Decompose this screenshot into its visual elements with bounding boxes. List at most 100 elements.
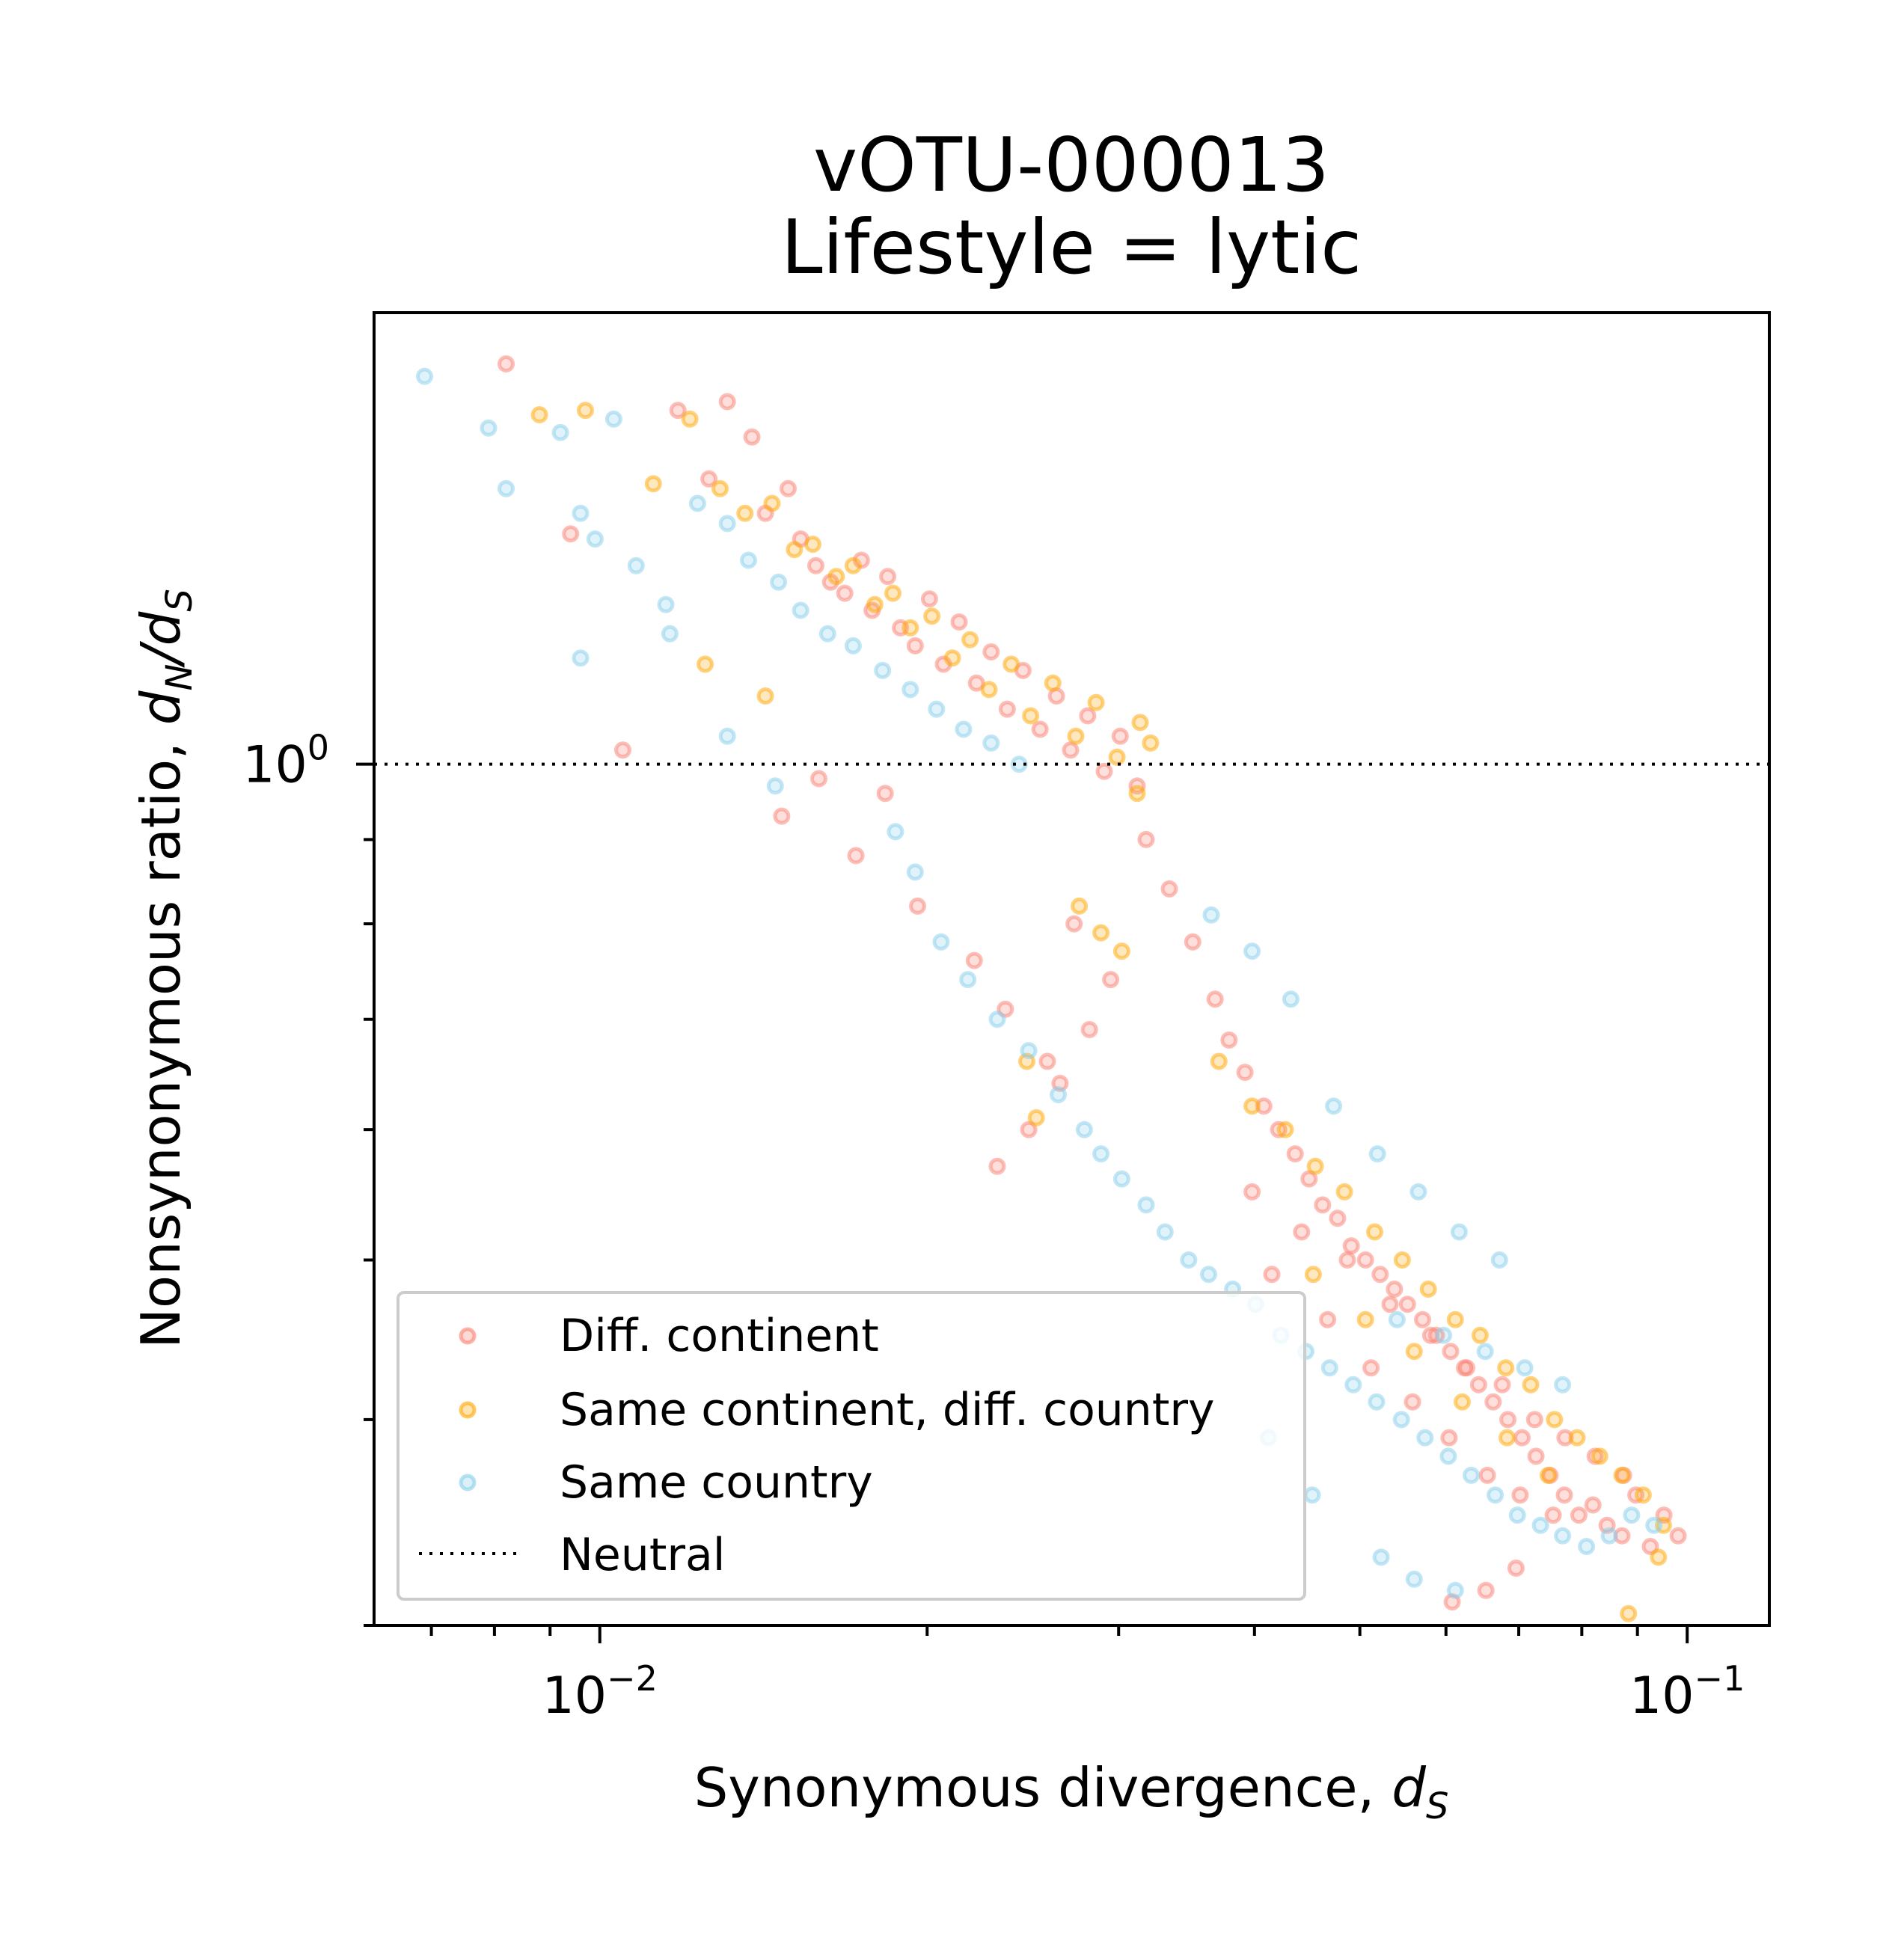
scatter-point	[1020, 1120, 1038, 1138]
scatter-point	[773, 807, 791, 825]
scatter-point	[763, 494, 781, 512]
scatter-point	[1578, 1538, 1596, 1555]
scatter-point	[965, 951, 983, 969]
scatter-point	[1645, 1516, 1663, 1534]
scatter-point	[1031, 720, 1049, 738]
scatter-point	[807, 557, 824, 574]
scatter-point	[844, 637, 862, 654]
legend-label-same-country: Same country	[560, 1456, 873, 1509]
scatter-point	[1335, 1183, 1353, 1201]
scatter-point	[1038, 1052, 1056, 1070]
scatter-point	[1095, 762, 1113, 780]
x-tick-label-1e-2: 10−2	[542, 1658, 658, 1726]
scatter-point	[1440, 1429, 1458, 1447]
scatter-point	[1439, 1447, 1457, 1465]
scatter-point	[887, 823, 904, 841]
scatter-point	[902, 681, 919, 699]
scatter-point	[1476, 1343, 1494, 1361]
scatter-point	[718, 515, 736, 533]
scatter-point	[1087, 693, 1105, 711]
scatter-point	[1454, 1393, 1471, 1411]
scatter-point	[711, 479, 729, 497]
legend-label-neutral: Neutral	[560, 1529, 725, 1581]
scatter-point	[982, 643, 1000, 660]
scatter-point	[1022, 707, 1040, 725]
chart-title-line2: Lifestyle = lytic	[781, 203, 1362, 291]
scatter-point	[961, 631, 979, 649]
scatter-point	[770, 573, 788, 591]
legend-label-diff-continent: Diff. continent	[560, 1310, 879, 1362]
scatter-point	[1263, 1266, 1281, 1284]
legend: Diff. continent Same continent, diff. co…	[397, 1291, 1306, 1601]
scatter-point	[1531, 1516, 1549, 1534]
plot-frame	[373, 311, 1771, 1627]
scatter-point	[959, 971, 977, 989]
scatter-point	[818, 625, 836, 643]
scatter-point	[1478, 1466, 1496, 1484]
scatter-point	[1516, 1359, 1534, 1377]
x-axis-label: Synonymous divergence, dS	[694, 1756, 1449, 1827]
scatter-point	[1236, 1064, 1254, 1082]
scatter-point	[1137, 830, 1155, 848]
scatter-point	[1092, 1145, 1110, 1163]
scatter-point	[1325, 1097, 1343, 1115]
scatter-point	[1366, 1223, 1383, 1241]
scatter-point	[1405, 1343, 1423, 1361]
scatter-point	[1442, 1343, 1460, 1361]
scatter-point	[1386, 1281, 1403, 1298]
scatter-point	[743, 428, 761, 446]
scatter-point	[1080, 1021, 1098, 1038]
scatter-point	[1650, 1548, 1668, 1566]
scatter-point	[932, 933, 950, 951]
scatter-point	[1131, 714, 1149, 732]
scatter-point	[1493, 1376, 1511, 1393]
scatter-point	[1206, 990, 1224, 1008]
scatter-point	[1112, 942, 1130, 960]
scatter-point	[1499, 1429, 1516, 1447]
scatter-point	[1497, 1359, 1515, 1377]
scatter-point	[1591, 1447, 1608, 1465]
scatter-point	[604, 410, 622, 428]
scatter-point	[572, 649, 590, 667]
scatter-point	[909, 897, 926, 915]
scatter-point	[950, 613, 968, 631]
scatter-point	[1416, 1429, 1434, 1447]
scatter-point	[1409, 1183, 1427, 1201]
scatter-point	[792, 601, 809, 619]
scatter-point	[1050, 1086, 1067, 1103]
scatter-point	[1554, 1527, 1572, 1545]
scatter-point	[1458, 1359, 1475, 1377]
scatter-point	[1071, 897, 1089, 915]
scatter-point	[1111, 727, 1129, 745]
scatter-point	[1554, 1376, 1572, 1393]
scatter-point	[1484, 1393, 1502, 1411]
scatter-point	[874, 661, 892, 679]
scatter-point	[1220, 1031, 1238, 1049]
scatter-point	[955, 720, 973, 738]
scatter-point	[1020, 1042, 1038, 1060]
scatter-point	[736, 504, 754, 522]
scatter-point	[480, 419, 498, 437]
scatter-point	[1446, 1581, 1464, 1599]
scatter-point	[1306, 1157, 1324, 1175]
scatter-point	[1160, 880, 1178, 898]
scatter-point	[1344, 1376, 1362, 1393]
scatter-point	[1555, 1486, 1573, 1504]
scatter-point	[688, 494, 706, 512]
scatter-point	[1490, 1251, 1508, 1269]
scatter-point	[1075, 1120, 1093, 1138]
legend-box	[397, 1291, 1306, 1601]
scatter-point	[697, 655, 714, 673]
scatter-point	[1184, 933, 1202, 951]
scatter-point	[1600, 1527, 1618, 1545]
scatter-point	[1477, 1581, 1495, 1599]
scatter-point	[1388, 1310, 1406, 1328]
scatter-point	[1362, 1359, 1380, 1377]
scatter-point	[1243, 1097, 1261, 1115]
scatter-point	[827, 568, 845, 586]
scatter-point	[1303, 1486, 1321, 1504]
scatter-point	[1356, 1310, 1374, 1328]
scatter-point	[498, 355, 515, 372]
scatter-point	[1435, 1326, 1453, 1344]
scatter-point	[718, 727, 736, 745]
